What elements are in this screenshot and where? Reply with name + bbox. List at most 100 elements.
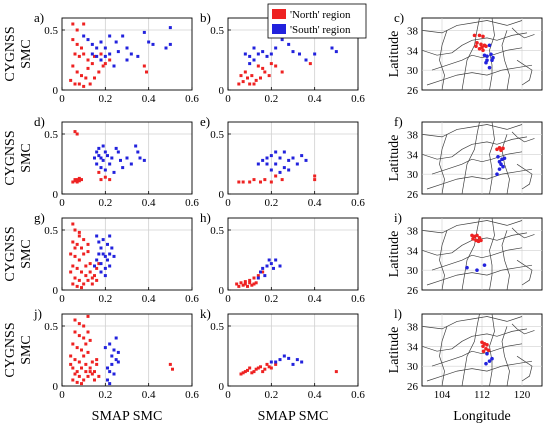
panel-label: e) xyxy=(200,114,210,129)
latitude-label: Latitude xyxy=(387,31,402,78)
south-station xyxy=(499,162,503,167)
north-point xyxy=(274,362,278,366)
south-point xyxy=(274,150,278,154)
y-tick-label: 0 xyxy=(219,285,225,297)
x-tick-label: 0.4 xyxy=(308,293,322,305)
south-point xyxy=(265,162,269,166)
north-point xyxy=(256,64,260,68)
south-point xyxy=(269,262,273,266)
north-point xyxy=(267,74,271,78)
map-boundary xyxy=(431,343,523,367)
lat-tick-label: 30 xyxy=(407,265,419,277)
map-boundary xyxy=(439,134,448,194)
north-point xyxy=(75,28,79,32)
north-point xyxy=(308,62,312,66)
panel-label: h) xyxy=(200,210,211,225)
map-boundary xyxy=(489,122,495,194)
south-station xyxy=(490,356,494,361)
north-point xyxy=(77,179,81,183)
x-tick-label: 0.4 xyxy=(142,197,156,209)
south-point xyxy=(112,170,116,174)
north-point xyxy=(77,230,81,234)
south-station xyxy=(495,172,499,176)
north-point xyxy=(80,286,83,290)
north-point xyxy=(97,170,101,174)
south-point xyxy=(108,342,112,346)
map-boundary xyxy=(426,264,533,286)
map-boundary xyxy=(489,218,495,290)
y-tick-label: 0 xyxy=(219,381,225,393)
xlabel-left: SMAP SMC xyxy=(92,409,163,424)
map-panel-f: 26 30 34 38 Latitude f) xyxy=(387,114,543,201)
north-point xyxy=(73,179,77,183)
lat-tick-label: 26 xyxy=(407,381,419,393)
south-point xyxy=(121,166,125,170)
map-boundary xyxy=(422,20,523,34)
north-point xyxy=(95,362,99,366)
legend-south-label: 'South' region xyxy=(290,24,351,36)
north-point xyxy=(77,176,81,180)
map-panel-l: 26 30 34 38 104 112 120 Latitude l) xyxy=(387,306,543,401)
y-tick-label: 0 xyxy=(219,85,225,97)
lat-tick-label: 38 xyxy=(407,25,419,37)
north-point xyxy=(237,284,241,288)
south-point xyxy=(108,52,112,56)
lat-tick-label: 26 xyxy=(407,285,419,297)
south-point xyxy=(265,264,269,268)
south-point xyxy=(287,158,291,162)
north-point xyxy=(69,270,73,274)
north-point xyxy=(93,54,96,58)
x-tick-label: 0.2 xyxy=(98,389,112,401)
map-boundary xyxy=(489,18,495,90)
south-point xyxy=(119,158,122,162)
north-point xyxy=(73,330,77,334)
north-point xyxy=(71,64,75,68)
north-point xyxy=(252,370,256,374)
north-point xyxy=(73,372,77,376)
axes-frame xyxy=(61,217,193,291)
north-point xyxy=(77,374,81,378)
north-point xyxy=(77,360,81,364)
south-point xyxy=(116,50,120,54)
north-point xyxy=(252,282,256,286)
north-point xyxy=(95,358,99,362)
north-point xyxy=(243,280,247,284)
north-station xyxy=(481,34,485,39)
map-boundary xyxy=(426,168,533,190)
north-station xyxy=(479,238,483,243)
north-point xyxy=(75,346,79,350)
north-point xyxy=(75,242,79,246)
legend: 'North' region 'South' region xyxy=(267,3,367,39)
south-point xyxy=(147,40,151,44)
ylabel-row-3: CYGNSS SMC xyxy=(3,322,34,377)
map-boundary xyxy=(439,326,448,386)
x-tick-label: 0.2 xyxy=(98,197,112,209)
map-boundary xyxy=(511,27,535,39)
north-point xyxy=(84,370,88,374)
north-point xyxy=(86,278,90,282)
south-point xyxy=(99,58,103,62)
scatter-panel-g: 0 0.2 0.4 0.6 0 0.5g) xyxy=(34,210,199,305)
north-point xyxy=(86,350,90,354)
map-boundary xyxy=(422,124,523,138)
x-tick-label: 0.4 xyxy=(142,293,156,305)
north-point xyxy=(82,22,86,26)
north-point xyxy=(88,338,92,342)
north-point xyxy=(239,74,243,78)
north-point xyxy=(88,82,92,86)
north-point xyxy=(80,348,83,352)
north-point xyxy=(75,380,79,384)
north-point xyxy=(93,378,96,382)
north-point xyxy=(71,38,75,42)
south-point xyxy=(103,54,107,58)
x-tick-label: 0.6 xyxy=(351,197,365,209)
north-point xyxy=(80,178,83,182)
south-point xyxy=(93,156,96,160)
north-point xyxy=(69,78,73,82)
south-point xyxy=(95,258,99,262)
north-station xyxy=(484,44,488,49)
north-point xyxy=(250,371,254,375)
north-point xyxy=(274,174,278,178)
panel-label: j) xyxy=(33,306,42,321)
north-point xyxy=(82,354,86,358)
